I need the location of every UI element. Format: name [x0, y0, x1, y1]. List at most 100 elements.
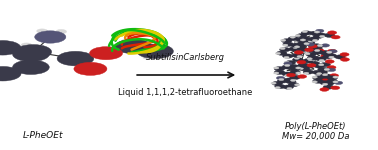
Circle shape	[311, 44, 321, 48]
Circle shape	[296, 72, 301, 74]
Circle shape	[309, 61, 320, 66]
Circle shape	[283, 85, 293, 89]
Circle shape	[274, 67, 285, 71]
Circle shape	[294, 46, 300, 48]
Circle shape	[322, 74, 328, 76]
Circle shape	[316, 57, 326, 61]
Circle shape	[298, 66, 308, 70]
Circle shape	[307, 63, 316, 67]
Circle shape	[56, 29, 67, 34]
Circle shape	[282, 54, 293, 58]
Circle shape	[303, 70, 314, 74]
Circle shape	[296, 48, 307, 52]
Circle shape	[285, 61, 296, 65]
Circle shape	[297, 48, 308, 52]
Circle shape	[122, 38, 133, 43]
Circle shape	[321, 51, 332, 55]
Circle shape	[299, 67, 310, 71]
Text: SubtilisinCarlsberg: SubtilisinCarlsberg	[146, 53, 225, 62]
Circle shape	[284, 61, 289, 63]
Circle shape	[301, 31, 312, 35]
Circle shape	[305, 63, 316, 67]
Circle shape	[305, 63, 311, 65]
Circle shape	[322, 83, 328, 85]
Circle shape	[0, 40, 21, 55]
Circle shape	[294, 51, 303, 54]
Circle shape	[288, 36, 299, 41]
Circle shape	[274, 70, 285, 74]
Circle shape	[272, 81, 282, 86]
Circle shape	[311, 57, 319, 60]
Circle shape	[294, 44, 302, 47]
Circle shape	[302, 38, 307, 40]
Circle shape	[90, 47, 122, 60]
Circle shape	[310, 31, 320, 35]
Circle shape	[305, 53, 310, 55]
Circle shape	[323, 82, 334, 86]
Circle shape	[319, 35, 325, 38]
Circle shape	[284, 56, 289, 58]
Circle shape	[288, 65, 298, 69]
Circle shape	[276, 76, 285, 80]
Circle shape	[308, 40, 314, 42]
Circle shape	[282, 65, 293, 69]
Circle shape	[287, 73, 296, 77]
Circle shape	[327, 79, 338, 83]
Circle shape	[329, 56, 334, 58]
Circle shape	[298, 63, 309, 67]
Circle shape	[328, 31, 337, 34]
Circle shape	[317, 45, 322, 47]
Circle shape	[281, 39, 292, 43]
Circle shape	[304, 41, 315, 45]
Circle shape	[298, 68, 303, 70]
Circle shape	[324, 33, 335, 37]
Circle shape	[316, 33, 326, 37]
Circle shape	[335, 81, 343, 84]
Circle shape	[317, 73, 322, 75]
Circle shape	[333, 81, 338, 83]
Circle shape	[115, 39, 152, 54]
Circle shape	[335, 55, 345, 59]
Circle shape	[312, 70, 323, 74]
Circle shape	[320, 63, 330, 67]
Circle shape	[317, 70, 327, 75]
Circle shape	[297, 56, 302, 58]
Circle shape	[293, 46, 298, 49]
Circle shape	[275, 87, 280, 89]
Circle shape	[74, 62, 107, 75]
Circle shape	[275, 84, 285, 89]
Circle shape	[302, 51, 307, 53]
Circle shape	[291, 43, 302, 48]
Circle shape	[325, 60, 334, 63]
Circle shape	[307, 47, 318, 52]
Circle shape	[287, 87, 292, 90]
Circle shape	[285, 75, 290, 77]
Circle shape	[295, 44, 305, 48]
Circle shape	[299, 51, 304, 53]
Circle shape	[308, 37, 319, 41]
Circle shape	[308, 45, 317, 48]
Circle shape	[312, 64, 317, 66]
Text: Liquid 1,1,1,2-tetrafluoroethane: Liquid 1,1,1,2-tetrafluoroethane	[118, 88, 253, 97]
Circle shape	[315, 49, 324, 53]
Circle shape	[291, 45, 302, 49]
Circle shape	[320, 74, 330, 78]
Circle shape	[288, 82, 299, 87]
Circle shape	[294, 57, 299, 59]
Circle shape	[0, 66, 21, 81]
Circle shape	[318, 67, 328, 71]
Circle shape	[297, 48, 308, 52]
Circle shape	[275, 52, 280, 54]
Circle shape	[283, 44, 288, 46]
Circle shape	[280, 47, 285, 50]
Circle shape	[313, 50, 318, 52]
Circle shape	[307, 58, 312, 60]
Circle shape	[305, 48, 314, 52]
Circle shape	[331, 35, 340, 39]
Circle shape	[302, 68, 307, 70]
Circle shape	[330, 74, 339, 77]
Circle shape	[290, 79, 296, 81]
Circle shape	[321, 78, 330, 81]
Circle shape	[290, 70, 301, 74]
Circle shape	[290, 67, 301, 71]
